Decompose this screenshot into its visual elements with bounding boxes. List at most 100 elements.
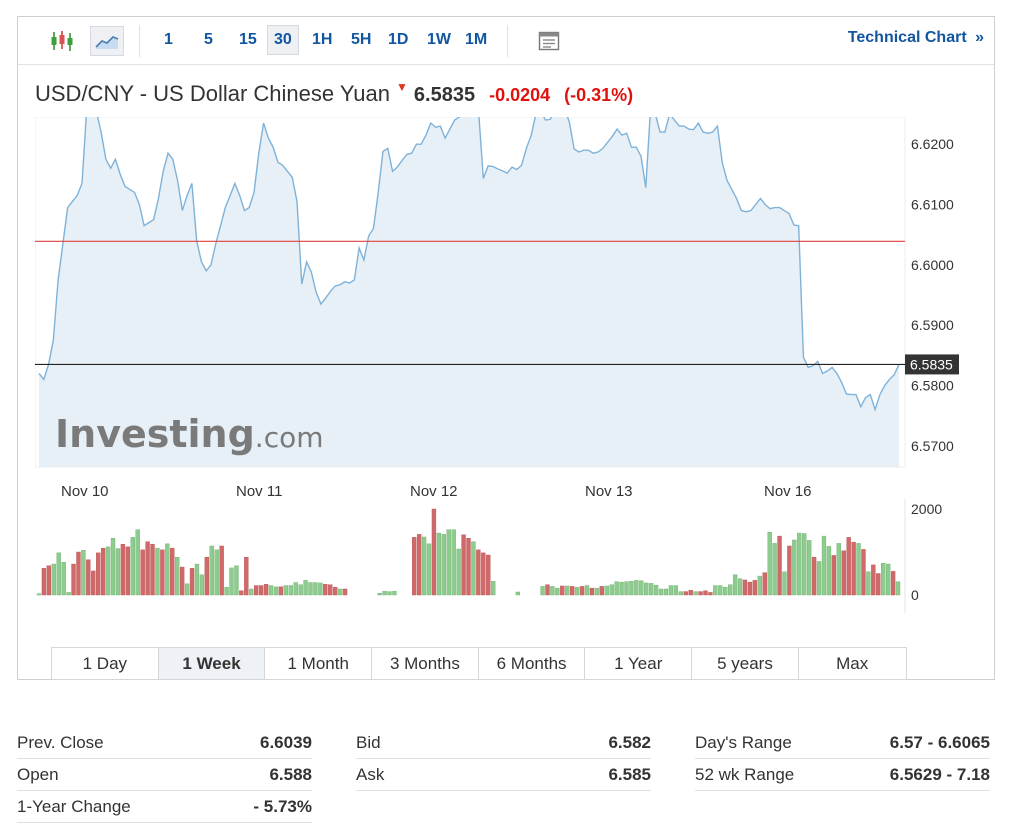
range-6-months-button[interactable]: 6 Months (479, 648, 586, 679)
volume-bar (565, 585, 570, 596)
volume-bar (861, 549, 866, 596)
volume-bar (876, 573, 881, 596)
volume-tick-label: 0 (911, 587, 919, 603)
volume-bar (175, 556, 180, 596)
current-price-badge (905, 354, 959, 375)
timeframe-15-button[interactable]: 15 (239, 31, 257, 48)
volume-bar (76, 551, 81, 596)
volume-bar (772, 543, 777, 596)
volume-bar (86, 559, 91, 596)
timeframe-5h-button[interactable]: 5H (351, 31, 372, 48)
volume-bar (461, 534, 466, 596)
volume-bar (337, 588, 343, 596)
calendar-table-icon[interactable] (533, 26, 565, 56)
volume-bar (209, 545, 214, 596)
volume-bar (698, 591, 703, 596)
volume-bar (752, 580, 758, 596)
range-1-year-button[interactable]: 1 Year (585, 648, 693, 679)
x-tick-label: Nov 16 (764, 483, 812, 500)
down-arrow-icon: ▼ (396, 80, 408, 94)
toolbar-divider (507, 25, 508, 57)
x-tick-label: Nov 11 (236, 483, 282, 500)
volume-bar (649, 583, 654, 596)
timeframe-1m-button[interactable]: 1M (465, 31, 488, 48)
volume-bar (81, 550, 86, 596)
range-5-years-button[interactable]: 5 years (692, 648, 799, 679)
volume-bar (328, 584, 333, 596)
volume-bar (41, 568, 47, 596)
technical-chart-link[interactable]: Technical Chart » (848, 29, 984, 47)
volume-bar (866, 571, 871, 596)
volume-bar (574, 587, 580, 596)
volume-bar (841, 550, 846, 596)
range-max-button[interactable]: Max (836, 653, 869, 673)
volume-bar (293, 582, 298, 596)
range-1-month-button[interactable]: 1 Month (265, 648, 373, 679)
volume-bar (298, 584, 303, 596)
volume-bar (742, 579, 748, 596)
stat-row: Day's Range 6.57 - 6.6065 (695, 727, 990, 759)
volume-bar (723, 587, 728, 596)
volume-bar (214, 549, 219, 596)
volume-bar (673, 585, 679, 596)
candlestick-icon[interactable] (46, 26, 78, 56)
volume-bar (826, 546, 832, 596)
timeframe-1h-button[interactable]: 1H (312, 31, 333, 48)
range-3-months-button[interactable]: 3 Months (372, 648, 479, 679)
volume-bar (224, 587, 229, 596)
volume-bar (802, 533, 807, 596)
volume-bar (639, 580, 644, 596)
volume-bar (728, 584, 733, 596)
watermark-logo: Investing.com (55, 412, 324, 456)
volume-bar (609, 584, 614, 596)
volume-bar (811, 556, 817, 596)
volume-bar (560, 585, 565, 596)
page-title: USD/CNY - US Dollar Chinese Yuan (35, 81, 391, 106)
price-area (39, 117, 899, 467)
area-chart-icon[interactable] (90, 26, 124, 56)
volume-bar (653, 584, 659, 596)
volume-bar (456, 548, 461, 596)
volume-bar (165, 543, 170, 596)
volume-bar (486, 554, 491, 596)
stats-column-1: Prev. Close 6.6039 Open 6.588 1-Year Change -… (17, 727, 312, 823)
volume-bar (120, 544, 126, 596)
volume-bar (333, 587, 338, 596)
volume-bar (377, 593, 382, 596)
volume-bar (851, 541, 856, 596)
volume-bar (140, 549, 145, 596)
timeframe-30-button[interactable]: 30 (267, 25, 299, 55)
stat-row: Ask 6.585 (356, 759, 651, 791)
timeframe-1-button[interactable]: 1 (164, 31, 173, 48)
price-chart[interactable]: Investing.com 6.6200 6.6100 6.6000 6.5900 6.5… (35, 117, 975, 627)
volume-bar (831, 555, 837, 596)
volume-bar (263, 584, 269, 596)
timeframe-1d-button[interactable]: 1D (388, 31, 409, 48)
volume-bar (318, 582, 323, 596)
volume-bar (693, 591, 698, 596)
volume-bar (476, 549, 481, 596)
timeframe-5-button[interactable]: 5 (204, 31, 213, 48)
volume-bar (885, 563, 891, 596)
volume-bar (145, 541, 150, 596)
volume-bar (170, 547, 175, 596)
volume-bar (555, 587, 560, 596)
volume-bar (61, 562, 66, 596)
range-1-week-button[interactable]: 1 Week (158, 648, 266, 679)
timeframe-1w-button[interactable]: 1W (427, 31, 451, 48)
volume-bar (594, 587, 600, 596)
volume-bar (762, 572, 767, 596)
volume-bar (481, 552, 486, 596)
double-chevron-right-icon: » (975, 29, 984, 46)
x-tick-label: Nov 13 (585, 483, 633, 500)
last-price: 6.5835 (413, 84, 476, 106)
volume-bar (767, 532, 772, 596)
range-1-day-button[interactable]: 1 Day (52, 648, 159, 679)
volume-bar (624, 581, 629, 596)
volume-bar (258, 585, 264, 596)
volume-bar (658, 588, 664, 596)
volume-bar (451, 529, 456, 596)
volume-bar (708, 592, 713, 596)
volume-bar (579, 586, 585, 596)
volume-bar (895, 581, 901, 596)
